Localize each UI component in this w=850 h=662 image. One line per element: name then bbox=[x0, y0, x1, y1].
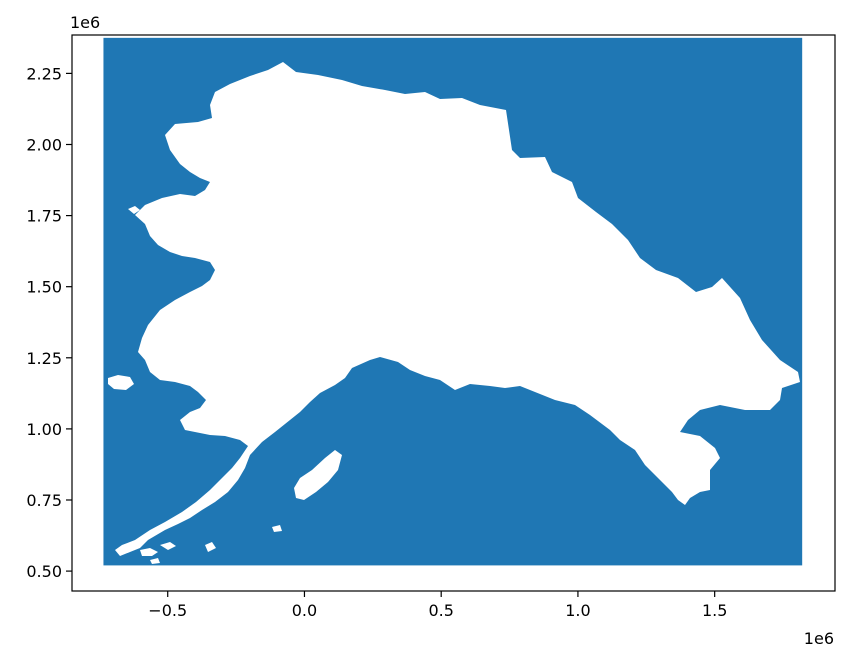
alaska-mainland bbox=[115, 62, 800, 556]
x-offset-label: 1e6 bbox=[804, 629, 834, 648]
axes-frame bbox=[71, 34, 836, 592]
y-tick-label: 2.00 bbox=[26, 135, 62, 154]
y-axis: 0.50 0.75 1.00 1.25 1.50 1.75 2.00 2.25 bbox=[26, 64, 72, 581]
land-masses bbox=[108, 62, 800, 564]
y-tick-label: 1.25 bbox=[26, 349, 62, 368]
y-tick-label: 0.75 bbox=[26, 491, 62, 510]
st-lawrence-island bbox=[108, 375, 134, 390]
x-tick-label: 0.0 bbox=[292, 601, 317, 620]
y-offset-label: 1e6 bbox=[70, 13, 100, 32]
nunivak-island bbox=[128, 206, 140, 214]
x-tick-label: 1.0 bbox=[565, 601, 590, 620]
x-axis: −0.5 0.0 0.5 1.0 1.5 bbox=[148, 591, 727, 620]
y-tick-label: 1.50 bbox=[26, 278, 62, 297]
kodiak-island bbox=[294, 450, 342, 500]
y-tick-label: 1.00 bbox=[26, 420, 62, 439]
y-tick-label: 1.75 bbox=[26, 207, 62, 226]
y-tick-label: 2.25 bbox=[26, 64, 62, 83]
aleutian-islands bbox=[140, 525, 282, 564]
x-tick-label: −0.5 bbox=[148, 601, 187, 620]
y-tick-label: 0.50 bbox=[26, 562, 62, 581]
x-tick-label: 0.5 bbox=[428, 601, 453, 620]
x-tick-label: 1.5 bbox=[702, 601, 727, 620]
